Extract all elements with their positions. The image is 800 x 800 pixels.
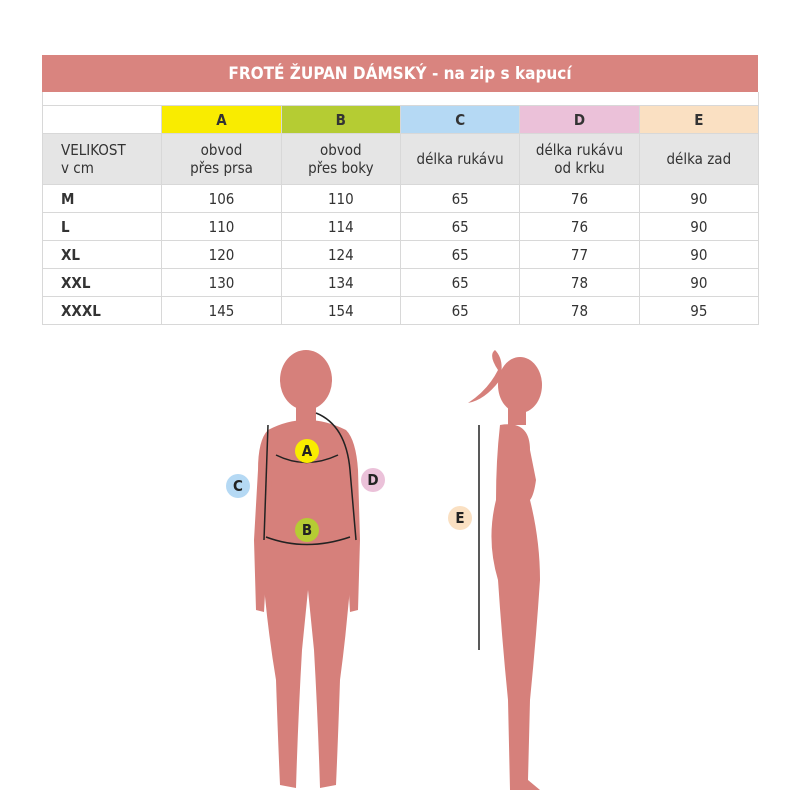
column-letter-A: A — [161, 105, 282, 134]
column-letter-C: C — [399, 105, 521, 134]
value-cell: 90 — [638, 184, 760, 213]
empty-cell — [41, 105, 163, 134]
column-header: obvod přes boky — [280, 133, 401, 185]
table-row: XXL 130 134 65 78 90 — [41, 268, 760, 297]
value-cell: 65 — [399, 240, 521, 269]
value-cell: 95 — [638, 296, 760, 325]
value-cell: 154 — [280, 296, 401, 325]
value-cell: 110 — [161, 212, 282, 241]
marker-label-D: D — [367, 471, 378, 489]
side-silhouette — [468, 350, 542, 790]
value-cell: 106 — [161, 184, 282, 213]
value-cell: 65 — [399, 296, 521, 325]
front-silhouette — [254, 350, 360, 788]
value-cell: 134 — [280, 268, 401, 297]
value-cell: 124 — [280, 240, 401, 269]
marker-E — [448, 506, 472, 530]
value-cell: 65 — [399, 212, 521, 241]
chart-title: FROTÉ ŽUPAN DÁMSKÝ - na zip s kapucí — [42, 55, 758, 92]
value-cell: 76 — [519, 184, 640, 213]
value-cell: 78 — [519, 296, 640, 325]
column-header: délka zad — [638, 133, 760, 185]
column-header: obvod přes prsa — [161, 133, 282, 185]
value-cell: 130 — [161, 268, 282, 297]
marker-label-B: B — [302, 521, 312, 539]
size-header: VELIKOST v cm — [41, 133, 163, 185]
value-cell: 65 — [399, 268, 521, 297]
table-row: XL 120 124 65 77 90 — [41, 240, 760, 269]
value-cell: 120 — [161, 240, 282, 269]
marker-A — [295, 439, 319, 463]
value-cell: 90 — [638, 240, 760, 269]
column-header: délka rukávu — [399, 133, 521, 185]
column-letter-D: D — [519, 105, 640, 134]
marker-label-E: E — [455, 509, 464, 527]
marker-C — [226, 474, 250, 498]
table-row: L 110 114 65 76 90 — [41, 212, 760, 241]
size-cell: XXXL — [41, 296, 163, 325]
marker-label-C: C — [233, 477, 243, 495]
marker-B — [295, 518, 319, 542]
table-row: M 106 110 65 76 90 — [41, 184, 760, 213]
size-cell: L — [41, 212, 163, 241]
table-row: XXXL 145 154 65 78 95 — [41, 296, 760, 325]
value-cell: 90 — [638, 268, 760, 297]
column-letter-E: E — [638, 105, 760, 134]
size-cell: M — [41, 184, 163, 213]
marker-label-A: A — [302, 442, 313, 460]
marker-D — [361, 468, 385, 492]
